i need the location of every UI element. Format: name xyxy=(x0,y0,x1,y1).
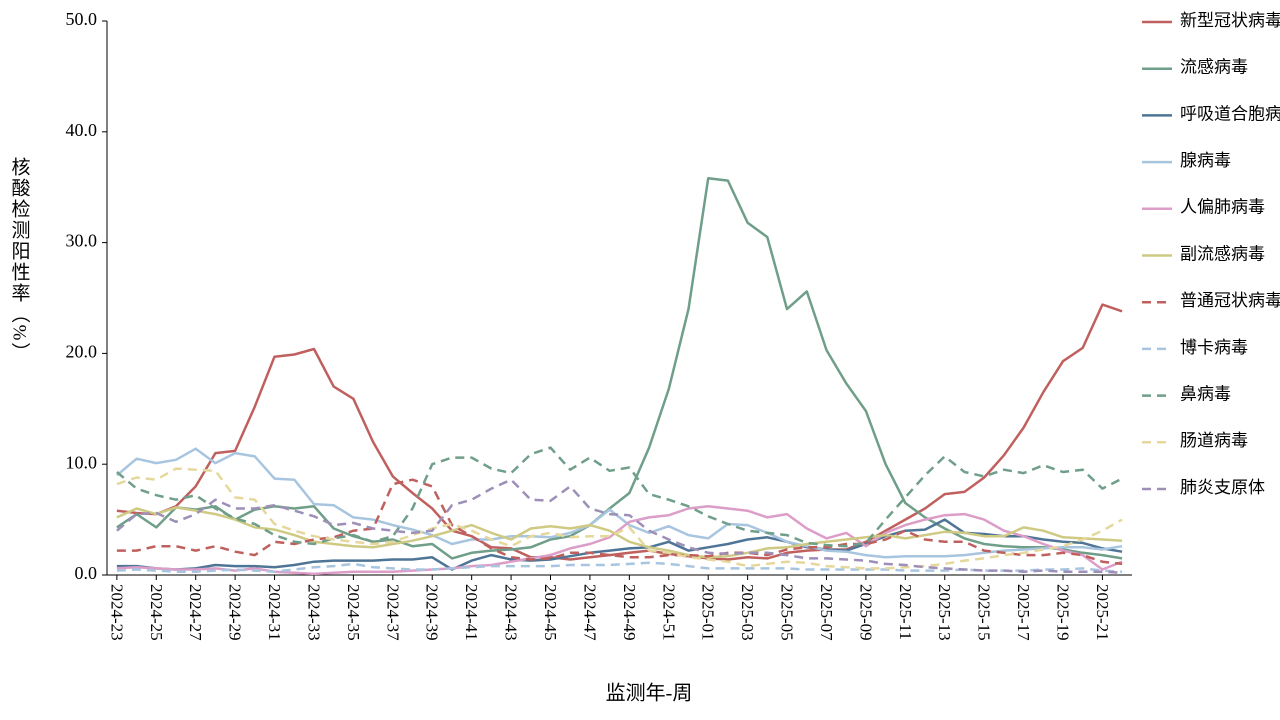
x-tick-label: 2025-05 xyxy=(778,584,797,641)
x-tick-label: 2024-29 xyxy=(226,584,245,641)
legend-label: 新型冠状病毒 xyxy=(1180,11,1280,30)
x-tick-label: 2024-25 xyxy=(147,584,166,641)
x-tick-label: 2025-07 xyxy=(817,584,836,641)
x-tick-label: 2025-09 xyxy=(856,584,875,641)
y-tick-label: 10.0 xyxy=(66,452,98,472)
series-line xyxy=(116,303,1123,561)
x-tick-label: 2024-41 xyxy=(462,584,481,641)
series-line xyxy=(116,177,1123,560)
y-tick-label: 50.0 xyxy=(66,9,98,29)
x-tick-label: 2025-19 xyxy=(1054,584,1073,641)
legend-label: 普通冠状病毒 xyxy=(1180,291,1280,310)
x-tick-label: 2024-51 xyxy=(659,584,678,641)
x-tick-label: 2025-11 xyxy=(896,584,915,640)
y-tick-label: 40.0 xyxy=(66,120,98,140)
x-tick-label: 2024-33 xyxy=(304,584,323,641)
x-tick-label: 2025-21 xyxy=(1093,584,1112,641)
legend-label: 人偏肺病毒 xyxy=(1180,198,1265,217)
series-line xyxy=(116,478,1123,566)
x-tick-label: 2024-49 xyxy=(620,584,639,641)
x-tick-label: 2025-03 xyxy=(738,584,757,641)
legend-label: 鼻病毒 xyxy=(1180,385,1231,404)
x-tick-label: 2024-47 xyxy=(580,584,599,641)
y-axis-label: 核酸检测阳性率（%） xyxy=(9,156,31,363)
series-line xyxy=(116,446,1123,548)
legend-label: 腺病毒 xyxy=(1180,151,1231,170)
x-tick-label: 2024-45 xyxy=(541,584,560,641)
legend-label: 流感病毒 xyxy=(1180,58,1248,77)
x-tick-label: 2025-13 xyxy=(935,584,954,641)
y-tick-label: 20.0 xyxy=(66,342,98,362)
series-line xyxy=(116,561,1123,573)
x-tick-label: 2024-23 xyxy=(107,584,126,641)
legend-label: 肺炎支原体 xyxy=(1180,478,1265,497)
y-tick-label: 30.0 xyxy=(66,231,98,251)
x-tick-label: 2024-35 xyxy=(344,584,363,641)
legend-label: 呼吸道合胞病毒 xyxy=(1180,104,1280,123)
x-tick-label: 2024-37 xyxy=(383,584,402,641)
x-tick-label: 2025-01 xyxy=(699,584,718,641)
series-line xyxy=(116,506,1123,559)
x-tick-label: 2025-17 xyxy=(1014,584,1033,641)
series-line xyxy=(116,478,1123,575)
legend-label: 肠道病毒 xyxy=(1180,431,1248,450)
series-line xyxy=(116,518,1123,571)
legend-label: 副流感病毒 xyxy=(1180,244,1265,263)
x-tick-label: 2024-43 xyxy=(502,584,521,641)
x-tick-label: 2024-27 xyxy=(186,584,205,641)
x-axis-label: 监测年-周 xyxy=(606,682,693,705)
y-tick-label: 0.0 xyxy=(75,563,98,583)
x-tick-label: 2024-31 xyxy=(265,584,284,641)
x-tick-label: 2024-39 xyxy=(423,584,442,641)
series-line xyxy=(116,447,1123,559)
legend-label: 博卡病毒 xyxy=(1180,338,1248,357)
x-tick-label: 2025-15 xyxy=(975,584,994,641)
series-line xyxy=(116,505,1123,576)
series-line xyxy=(116,467,1123,570)
